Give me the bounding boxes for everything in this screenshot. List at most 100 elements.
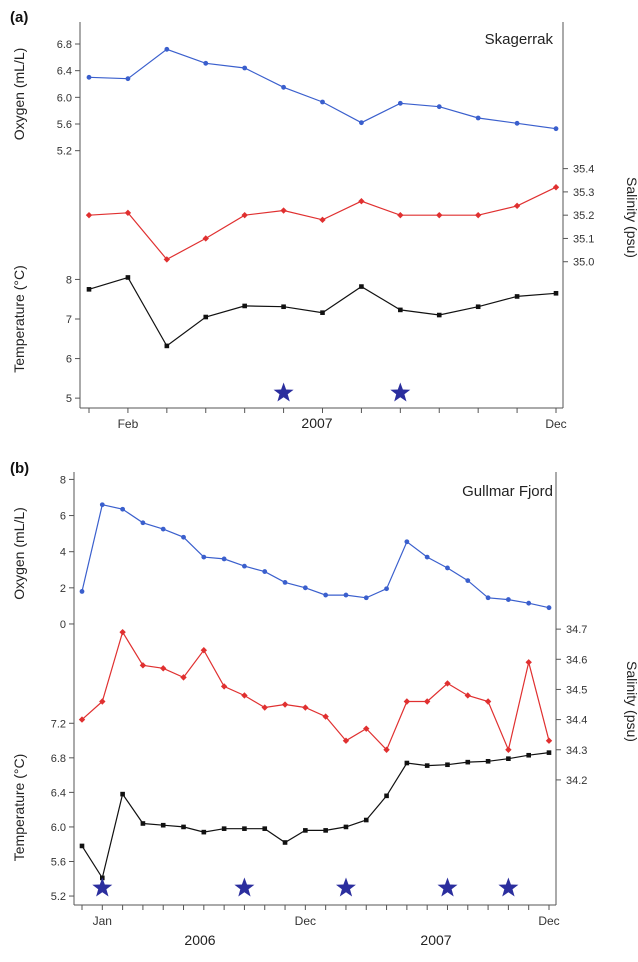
- oxygen-point: [404, 539, 410, 545]
- oxygen-point: [201, 554, 207, 560]
- sampling-star-icon: [336, 877, 356, 897]
- oxygen-point: [436, 104, 442, 110]
- oxygen-tick-label: 8: [60, 474, 66, 486]
- oxygen-point: [505, 597, 511, 602]
- panel-a-skagerrak: (a) Skagerrak 5.2 5.6 6.0 6.4 6.8 5 6 7 8 35.0 35.1 3…: [10, 9, 638, 431]
- salinity-axis-label: Salinity (psu): [624, 177, 638, 258]
- temperature-point: [514, 294, 520, 299]
- temperature-point: [262, 826, 268, 831]
- temperature-point: [445, 762, 450, 768]
- salinity-point: [322, 713, 329, 720]
- oxygen-tick-label: 5.2: [57, 146, 72, 158]
- temperature-point: [86, 287, 92, 292]
- temperature-point: [79, 843, 85, 849]
- temperature-point: [201, 829, 207, 835]
- salinity-point: [280, 207, 287, 214]
- temperature-point: [475, 304, 481, 310]
- salinity-point: [241, 211, 248, 219]
- x-tick-label: Dec: [538, 914, 559, 928]
- salinity-point: [464, 692, 471, 699]
- temperature-point: [384, 793, 389, 799]
- oxygen-point: [120, 506, 126, 512]
- oxygen-point: [181, 534, 186, 540]
- temperature-tick-label: 7: [66, 314, 72, 326]
- temperature-point: [125, 275, 131, 280]
- oxygen-tick-label: 0: [60, 619, 66, 631]
- oxygen-tick-label: 4: [60, 547, 66, 559]
- oxygen-line: [81, 503, 550, 609]
- oxygen-axis-label: Oxygen (mL/L): [11, 507, 27, 600]
- temperature-point: [398, 307, 403, 313]
- temperature-point: [323, 828, 328, 833]
- oxygen-point: [140, 520, 146, 526]
- temperature-tick-label: 6.0: [51, 822, 66, 834]
- temperature-line: [81, 752, 550, 880]
- salinity-point: [484, 698, 492, 705]
- sampling-star-icon: [498, 877, 519, 897]
- oxygen-point: [343, 592, 349, 598]
- salinity-point: [160, 665, 167, 672]
- temperature-point: [359, 284, 364, 289]
- temperature-point: [164, 343, 170, 349]
- temperature-point: [282, 840, 288, 845]
- salinity-point: [403, 698, 411, 705]
- salinity-point: [525, 659, 532, 666]
- salinity-point: [180, 674, 187, 681]
- oxygen-point: [320, 99, 325, 105]
- oxygen-point: [221, 556, 227, 562]
- oxygen-point: [242, 65, 248, 71]
- salinity-line: [81, 630, 550, 752]
- x-tick-label: Dec: [545, 417, 566, 431]
- salinity-point: [358, 198, 365, 205]
- temperature-point: [120, 791, 125, 797]
- oxygen-point: [99, 502, 105, 508]
- x-tick-label: Dec: [295, 914, 316, 928]
- temperature-point: [242, 303, 247, 309]
- oxygen-line: [88, 48, 557, 130]
- oxygen-point: [465, 578, 471, 584]
- panel-title: Gullmar Fjord: [462, 483, 553, 500]
- temperature-tick-label: 6: [66, 354, 72, 366]
- temperature-point: [281, 304, 286, 310]
- salinity-tick-label: 35.0: [573, 257, 594, 269]
- salinity-point: [78, 716, 86, 723]
- year-label: 2006: [184, 932, 215, 948]
- temperature-point: [546, 750, 552, 755]
- sampling-star-icon: [92, 877, 113, 897]
- salinity-point: [363, 725, 370, 732]
- salinity-point: [397, 211, 404, 219]
- temperature-tick-label: 5: [66, 393, 72, 405]
- oxygen-point: [359, 120, 364, 126]
- temperature-point: [436, 312, 442, 318]
- salinity-tick-label: 34.7: [566, 624, 587, 636]
- oxygen-point: [164, 46, 170, 52]
- temperature-point: [221, 826, 227, 831]
- oxygen-point: [282, 580, 288, 585]
- salinity-tick-label: 35.1: [573, 233, 594, 245]
- salinity-tick-label: 35.2: [573, 210, 594, 222]
- temperature-point: [553, 290, 559, 296]
- temperature-point: [404, 760, 410, 766]
- salinity-point: [202, 235, 209, 242]
- temperature-tick-label: 6.4: [51, 787, 66, 799]
- oxygen-point: [546, 605, 552, 611]
- oxygen-axis-label: Oxygen (mL/L): [11, 48, 27, 141]
- oxygen-tick-label: 6.4: [57, 66, 72, 78]
- oxygen-point: [424, 554, 430, 560]
- temperature-point: [526, 752, 531, 758]
- salinity-point: [342, 737, 350, 744]
- salinity-tick-label: 35.4: [573, 164, 594, 176]
- temperature-axis-label: Temperature (°C): [11, 265, 27, 373]
- oxygen-tick-label: 2: [60, 583, 66, 595]
- temperature-axis-label: Temperature (°C): [11, 754, 27, 862]
- temperature-tick-label: 7.2: [51, 718, 66, 730]
- salinity-point: [200, 647, 208, 654]
- temperature-point: [485, 758, 491, 764]
- oxygen-tick-label: 5.6: [57, 119, 72, 131]
- temperature-tick-label: 6.8: [51, 753, 66, 765]
- salinity-point: [474, 211, 482, 219]
- salinity-point: [124, 209, 132, 217]
- salinity-point: [513, 202, 521, 210]
- oxygen-point: [242, 563, 247, 569]
